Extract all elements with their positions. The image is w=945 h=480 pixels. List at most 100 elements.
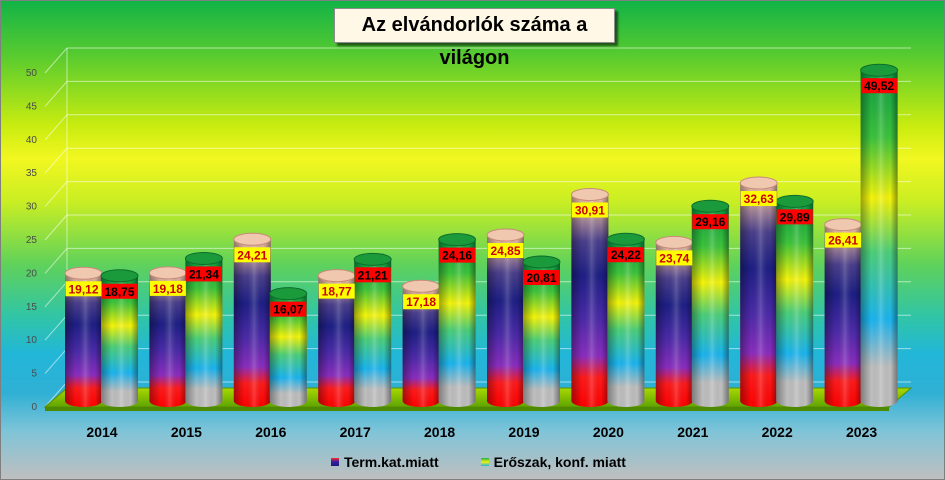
bar-cap-2022-series-1 — [775, 194, 814, 208]
legend-item-series-1: Erőszak, konf. miatt — [480, 454, 626, 470]
x-tick-label-2020: 2020 — [593, 424, 624, 440]
bar-cap-2018-series-0 — [402, 279, 441, 293]
y-tick-label: 20 — [26, 268, 38, 279]
data-label-text-2019-series-1: 20,81 — [526, 271, 556, 285]
bar-2020-series-0 — [570, 188, 609, 408]
data-label-text-2016-series-1: 16,07 — [273, 303, 303, 317]
data-label-text-2017-series-1: 21,21 — [358, 268, 388, 282]
bar-cap-2017-series-1 — [353, 252, 392, 266]
bar-shade-2020-series-1 — [607, 239, 645, 408]
bar-cap-2016-series-0 — [233, 232, 272, 246]
bar-cap-2023-series-1 — [860, 63, 899, 77]
data-label-bg-2022-series-1 — [776, 209, 813, 225]
gridline-depth — [44, 248, 68, 274]
y-tick-label: 35 — [26, 168, 38, 179]
x-tick-label-2017: 2017 — [340, 424, 371, 440]
bar-cap-2017-series-0 — [317, 269, 356, 283]
bar-shade-2017-series-1 — [354, 259, 392, 408]
data-label-2023-series-0: 26,41 — [825, 232, 862, 248]
bar-2015-series-0 — [148, 266, 187, 408]
legend-label-series-1: Erőszak, konf. miatt — [493, 454, 626, 470]
y-tick-label: 50 — [26, 68, 38, 79]
data-label-2015-series-1: 21,34 — [185, 266, 222, 282]
y-tick-label: 40 — [26, 135, 38, 146]
gridline-depth — [44, 314, 68, 341]
legend: Term.kat.miatt Erőszak, konf. miatt — [331, 452, 668, 472]
data-label-text-2015-series-1: 21,34 — [189, 267, 219, 281]
gridline-depth — [44, 81, 68, 107]
bar-2015-series-1 — [184, 251, 223, 408]
data-label-bg-2017-series-1 — [354, 267, 391, 283]
bar-shade-2019-series-1 — [523, 261, 560, 408]
data-label-2016-series-1: 16,07 — [270, 301, 307, 317]
data-label-bg-2018-series-1 — [439, 247, 476, 263]
bar-2023-series-0 — [824, 218, 863, 408]
data-label-2020-series-0: 30,91 — [571, 202, 608, 218]
data-label-bg-2020-series-1 — [607, 247, 644, 263]
data-label-2021-series-0: 23,74 — [656, 250, 693, 266]
y-tick-label: 10 — [26, 335, 38, 346]
data-label-2022-series-1: 29,89 — [776, 209, 813, 225]
bar-shade-2019-series-0 — [487, 235, 524, 408]
data-label-bg-2016-series-1 — [270, 301, 307, 317]
bar-cap-2015-series-1 — [184, 251, 223, 265]
data-label-bg-2020-series-0 — [571, 202, 608, 218]
data-label-bg-2021-series-1 — [692, 214, 729, 230]
x-tick-label-2016: 2016 — [255, 424, 286, 440]
x-tick-label-2022: 2022 — [762, 424, 793, 440]
legend-swatch-series-0 — [331, 458, 339, 466]
bar-2021-series-0 — [655, 235, 694, 408]
chart-floor-edge — [45, 407, 889, 411]
bar-cap-2016-series-1 — [269, 287, 308, 301]
bar-cap-2021-series-0 — [655, 235, 694, 249]
data-label-text-2020-series-1: 24,22 — [611, 248, 641, 262]
y-tick-label: 25 — [26, 235, 38, 246]
data-label-bg-2019-series-0 — [487, 243, 524, 259]
gridline-depth — [44, 381, 68, 408]
gridline-depth — [44, 47, 68, 74]
bar-shade-2015-series-0 — [149, 272, 187, 408]
data-label-bg-2014-series-1 — [101, 283, 138, 299]
bar-2022-series-1 — [775, 194, 814, 408]
bar-cap-2019-series-0 — [486, 228, 525, 242]
bar-2014-series-0 — [64, 266, 103, 408]
bar-shade-2015-series-1 — [185, 258, 223, 408]
data-label-2018-series-1: 24,16 — [439, 247, 476, 263]
x-tick-label-2014: 2014 — [86, 424, 117, 440]
data-label-text-2021-series-0: 23,74 — [659, 251, 689, 265]
bar-2018-series-0 — [402, 279, 441, 408]
bar-2019-series-0 — [486, 228, 525, 408]
data-label-bg-2014-series-0 — [65, 281, 102, 297]
data-label-text-2016-series-0: 24,21 — [237, 248, 267, 262]
data-label-text-2020-series-0: 30,91 — [575, 204, 605, 218]
x-tick-label-2018: 2018 — [424, 424, 455, 440]
bar-2018-series-1 — [438, 233, 477, 408]
data-label-2017-series-1: 21,21 — [354, 267, 391, 283]
data-label-text-2014-series-1: 18,75 — [104, 285, 134, 299]
data-label-2017-series-0: 18,77 — [318, 283, 355, 299]
gridline-depth — [44, 147, 68, 174]
data-label-text-2019-series-0: 24,85 — [490, 244, 520, 258]
y-tick-label: 45 — [26, 101, 38, 112]
data-label-bg-2016-series-0 — [234, 247, 271, 263]
data-label-2021-series-1: 29,16 — [692, 214, 729, 230]
data-label-text-2018-series-0: 17,18 — [406, 295, 436, 309]
data-label-text-2022-series-1: 29,89 — [780, 210, 810, 224]
data-label-2019-series-1: 20,81 — [523, 269, 560, 285]
data-label-text-2015-series-0: 19,18 — [153, 282, 183, 296]
bar-2014-series-1 — [100, 269, 139, 408]
bar-cap-2023-series-0 — [824, 218, 863, 232]
bar-shade-2023-series-0 — [824, 224, 862, 408]
legend-label-series-0: Term.kat.miatt — [344, 454, 439, 470]
bar-shade-2017-series-0 — [318, 275, 356, 408]
data-label-2016-series-0: 24,21 — [234, 247, 271, 263]
data-label-text-2018-series-1: 24,16 — [442, 249, 472, 263]
gridline-depth — [44, 348, 68, 374]
bar-shade-2022-series-0 — [740, 183, 778, 408]
data-label-text-2021-series-1: 29,16 — [695, 215, 725, 229]
bar-shade-2014-series-0 — [65, 273, 102, 408]
gridline-depth — [44, 214, 68, 241]
data-label-bg-2018-series-0 — [403, 294, 440, 310]
